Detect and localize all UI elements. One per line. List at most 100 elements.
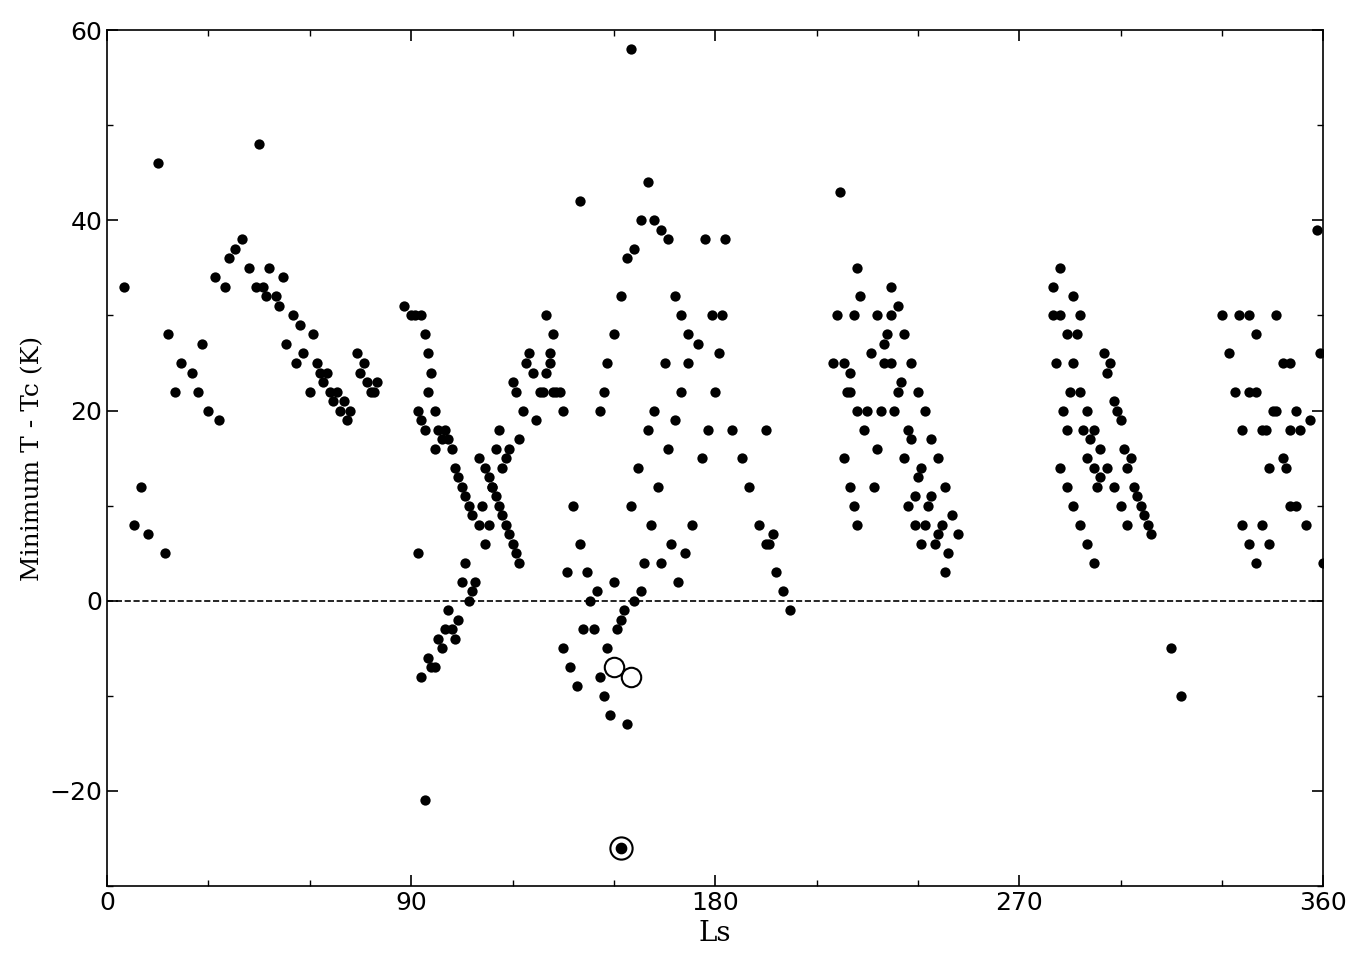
Point <box>475 536 497 552</box>
Point <box>840 479 862 495</box>
Point <box>1238 308 1260 323</box>
Point <box>822 355 844 371</box>
Point <box>535 365 557 380</box>
Point <box>445 631 466 647</box>
Point <box>1082 555 1104 570</box>
Point <box>907 383 929 399</box>
Point <box>1265 403 1287 418</box>
Point <box>1171 688 1193 704</box>
Point <box>431 432 453 447</box>
Point <box>877 327 899 343</box>
Point <box>417 383 439 399</box>
Point <box>583 621 605 637</box>
Point <box>1075 403 1097 418</box>
Point <box>1075 536 1097 552</box>
Point <box>1231 422 1253 438</box>
Point <box>1103 393 1124 408</box>
Point <box>157 327 179 343</box>
Point <box>657 231 679 247</box>
Point <box>1245 383 1267 399</box>
Point <box>1286 403 1308 418</box>
Point <box>164 383 186 399</box>
Point <box>707 346 729 361</box>
Point <box>197 403 219 418</box>
Point <box>305 355 327 371</box>
Point <box>859 346 881 361</box>
Point <box>606 621 628 637</box>
Point <box>546 383 568 399</box>
Point <box>204 270 226 286</box>
Point <box>410 308 432 323</box>
Point <box>624 241 646 257</box>
Point <box>468 450 490 466</box>
Point <box>495 517 517 532</box>
Point <box>360 383 382 399</box>
Point <box>440 621 462 637</box>
Point <box>826 308 848 323</box>
Point <box>539 355 561 371</box>
Point <box>424 403 446 418</box>
Point <box>603 327 625 343</box>
Point <box>1279 355 1301 371</box>
Point <box>880 279 902 294</box>
Point <box>130 479 152 495</box>
Point <box>948 527 970 542</box>
Point <box>1252 422 1274 438</box>
Point <box>668 574 689 590</box>
Point <box>891 375 912 390</box>
Point <box>238 260 260 276</box>
Point <box>1312 555 1334 570</box>
Point <box>272 270 294 286</box>
Point <box>1295 517 1317 532</box>
Point <box>850 288 871 304</box>
Point <box>928 527 949 542</box>
Point <box>1133 507 1155 523</box>
Point <box>840 383 862 399</box>
Point <box>873 355 895 371</box>
Point <box>610 288 632 304</box>
Point <box>928 450 949 466</box>
Point <box>1120 450 1142 466</box>
Point <box>224 241 246 257</box>
Point <box>847 260 869 276</box>
Point <box>596 641 618 656</box>
Point <box>1245 555 1267 570</box>
Point <box>633 555 655 570</box>
Point <box>1137 517 1159 532</box>
Point <box>762 527 784 542</box>
Point <box>1224 383 1246 399</box>
Point <box>610 612 632 627</box>
Point <box>1049 460 1071 475</box>
Point <box>498 440 520 456</box>
Point <box>312 375 334 390</box>
Point <box>560 659 581 675</box>
Point <box>886 298 908 314</box>
Point <box>1275 460 1297 475</box>
Point <box>917 498 938 513</box>
Point <box>897 422 919 438</box>
Point <box>620 42 642 57</box>
Point <box>502 536 524 552</box>
Point <box>1231 517 1253 532</box>
Point <box>1109 498 1131 513</box>
Point <box>471 498 492 513</box>
Point <box>573 621 595 637</box>
Point <box>569 194 591 209</box>
Point <box>620 498 642 513</box>
Point <box>755 422 777 438</box>
Point <box>650 555 672 570</box>
Point <box>778 602 800 618</box>
Point <box>1130 498 1152 513</box>
Point <box>586 584 607 599</box>
Point <box>852 422 874 438</box>
Point <box>1073 422 1094 438</box>
Point <box>420 659 442 675</box>
X-axis label: Ls: Ls <box>699 921 732 947</box>
Point <box>190 336 212 351</box>
Point <box>705 383 726 399</box>
Point <box>521 365 543 380</box>
Point <box>259 260 280 276</box>
Point <box>275 336 297 351</box>
Point <box>454 555 476 570</box>
Point <box>1218 346 1239 361</box>
